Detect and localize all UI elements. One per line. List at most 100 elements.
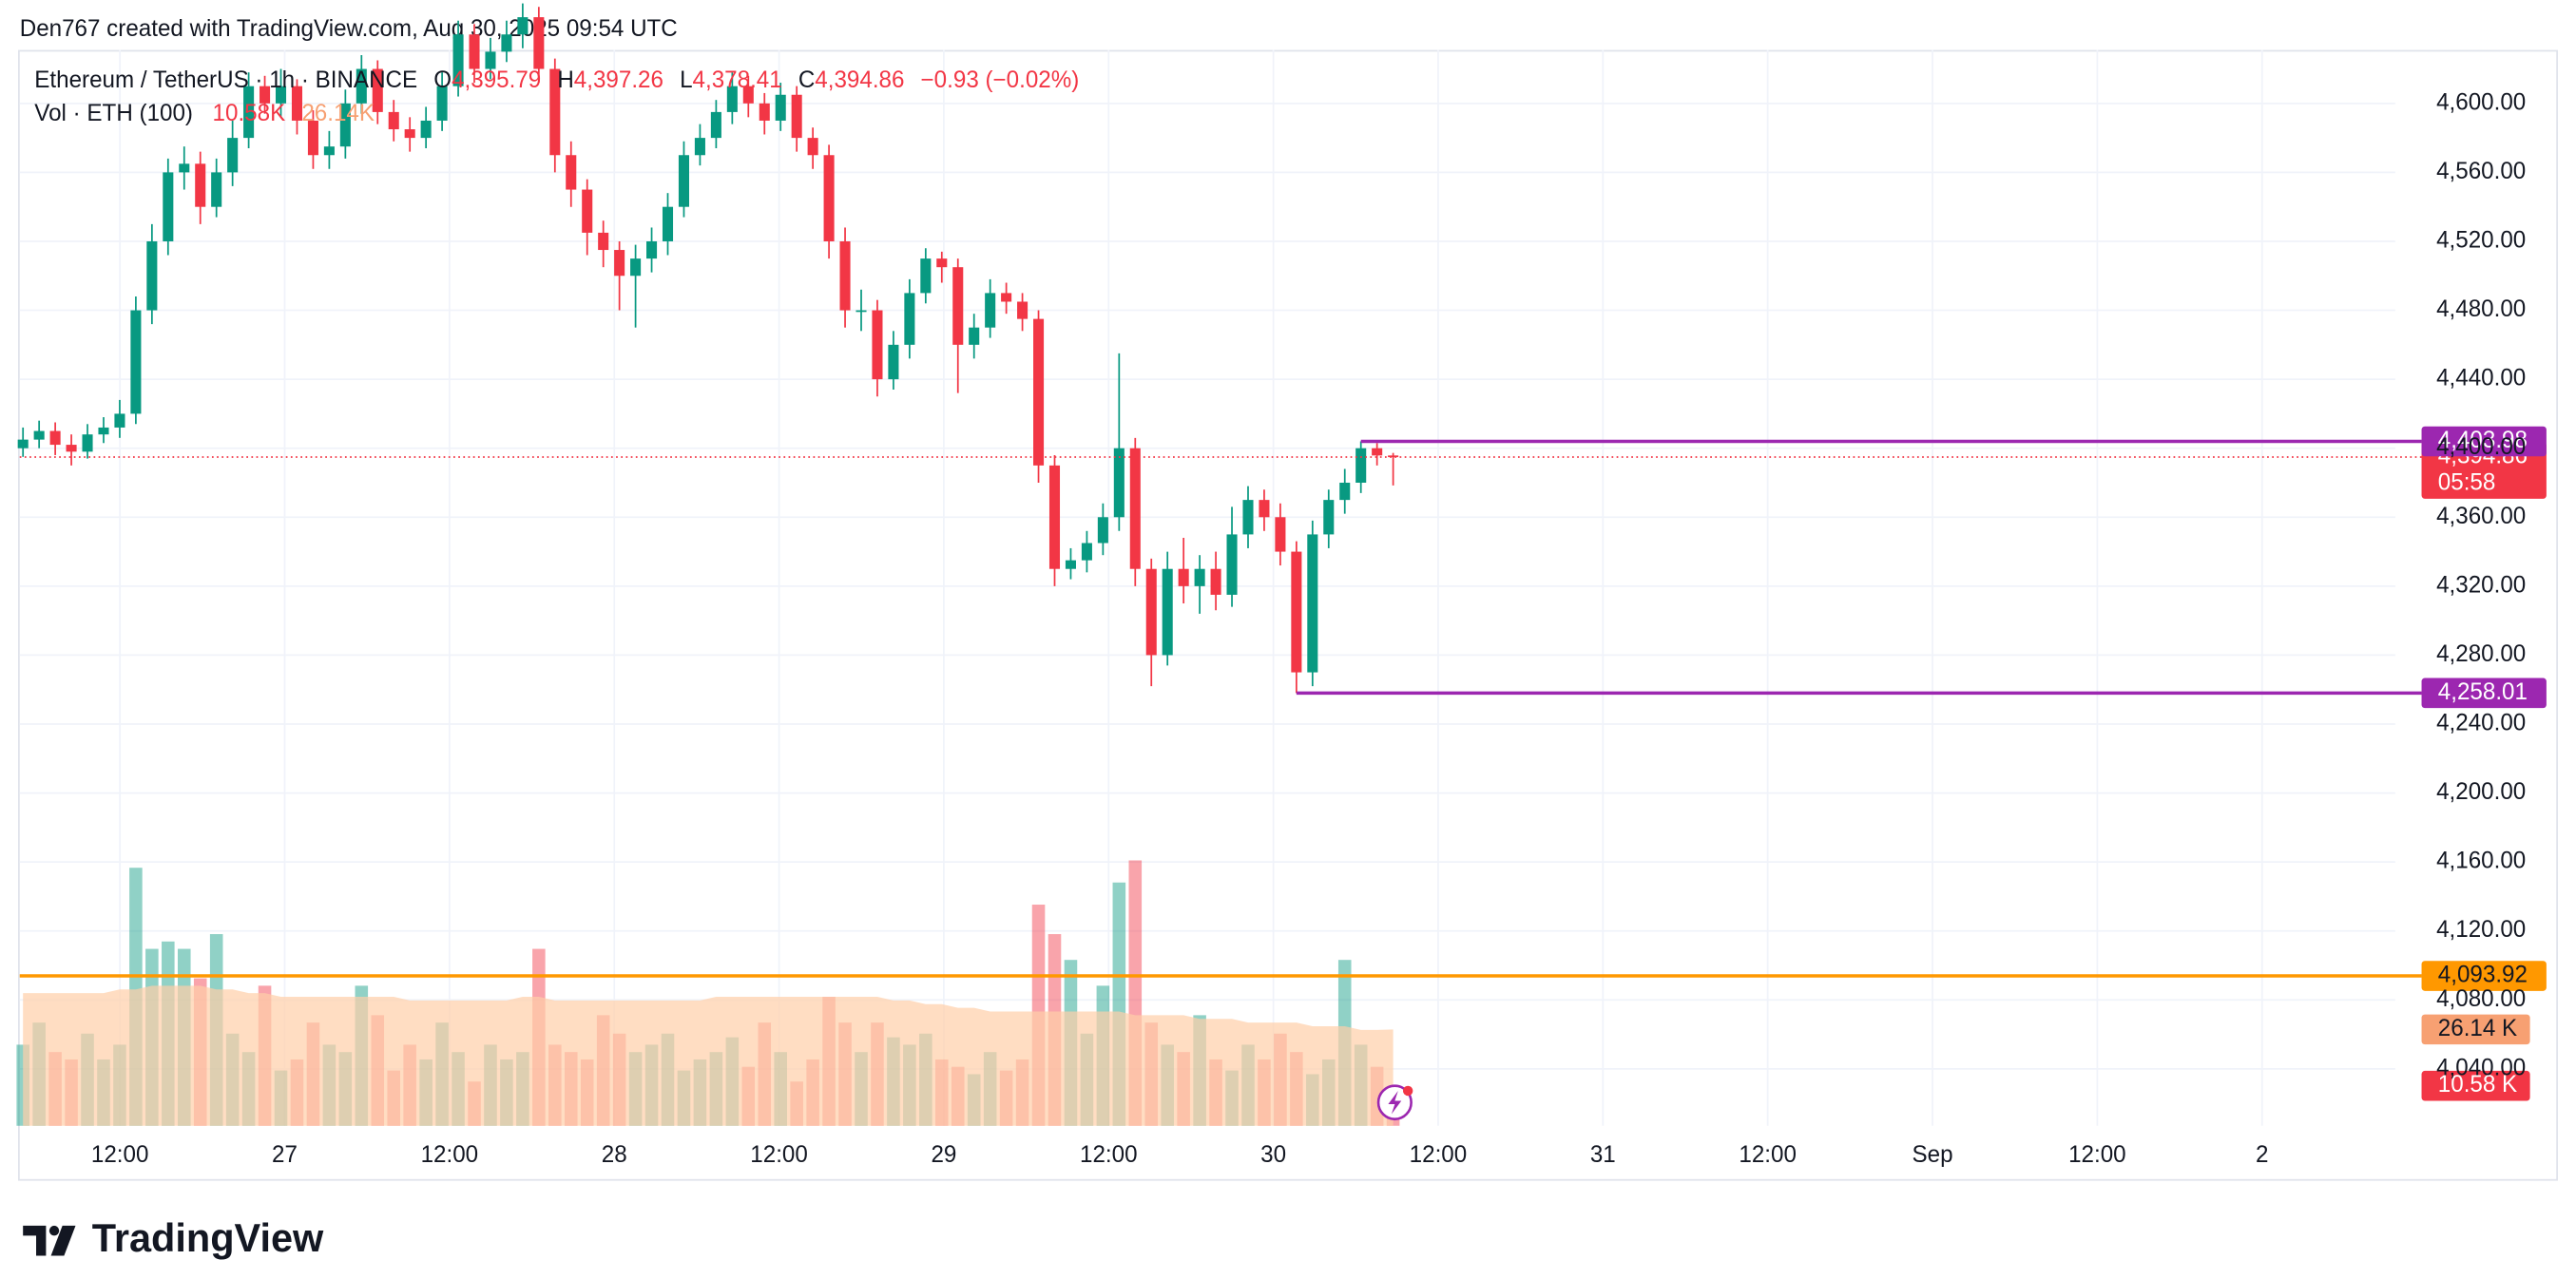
candle-body [291,86,303,121]
candle-body [1226,534,1238,595]
x-tick-label: 27 [272,1142,298,1168]
candle-body [582,189,593,233]
candle-body [388,111,399,130]
candle-body [985,293,996,328]
x-tick-label: 28 [602,1142,627,1168]
candle-body [1291,551,1302,673]
candle-body [49,430,61,446]
y-tick-label: 4,480.00 [2436,296,2526,322]
candle-body [114,413,125,428]
y-tick-label: 4,560.00 [2436,159,2526,184]
replay-icon [1376,1084,1413,1121]
candle-body [146,240,158,311]
candle-body [1048,465,1061,569]
volume-title: Vol · ETH (100) [34,101,193,126]
candle-body [1259,500,1270,518]
candle-body [855,310,867,313]
candle-body [372,68,383,112]
y-tick-label: 4,440.00 [2436,365,2526,391]
candles [17,3,1399,694]
candle-body [936,258,948,268]
level-label: 4,258.01 [2438,679,2528,705]
y-tick-label: 4,040.00 [2436,1055,2526,1080]
candle-body [179,163,190,173]
level-label: 4,093.92 [2438,962,2528,987]
candle-body [1129,448,1141,569]
l-key: L [680,67,692,93]
candle-body [1242,500,1254,535]
volume-pane [16,860,1400,1126]
candle-body [1275,517,1286,552]
candle-body [420,120,432,139]
volume-ma-area [23,985,1394,1126]
y-tick-label: 4,360.00 [2436,504,2526,529]
y-tick-label: 4,200.00 [2436,779,2526,805]
candle-body [614,250,625,277]
level-label: 4,403.98 [2438,428,2528,453]
candle-body [163,172,174,241]
candle-body [646,240,658,259]
candle-body [888,344,899,380]
l-value: 4,378.41 [693,67,782,93]
candle-body [33,430,45,440]
x-tick-label: Sep [1912,1142,1952,1168]
candle-body [243,86,255,139]
candle-body [904,293,915,345]
x-tick-label: 2 [2256,1142,2268,1168]
legend: Ethereum / TetherUS · 1h · BINANCE O4,39… [34,67,1079,93]
symbol: Ethereum / TetherUS · 1h · BINANCE [34,67,417,93]
candle-body [307,120,318,156]
x-tick-label: 12:00 [750,1142,808,1168]
level-box [2421,426,2547,457]
candle-body [98,427,109,435]
x-tick-label: 12:00 [1080,1142,1138,1168]
y-tick-label: 4,160.00 [2436,848,2526,873]
levels: 4,394.8605:584,403.984,258.014,093.9226.… [19,426,2547,1101]
o-key: O [433,67,452,93]
h-key: H [557,67,573,93]
candle-body [630,258,642,277]
candle-body [839,240,851,311]
candle-body [275,86,287,104]
candle-body [1355,448,1367,483]
candle-body [533,17,545,69]
candle-body [710,111,721,139]
o-value: 4,395.79 [452,67,541,93]
candle-body [17,439,29,449]
volume-ma-box [2421,1014,2530,1045]
candle-body [436,86,448,121]
candle-body [1097,517,1108,544]
candle-body [1372,448,1383,456]
brand: TradingView [92,1215,324,1260]
x-tick-label: 12:00 [91,1142,149,1168]
candle-body [1388,455,1399,458]
candle-body [260,86,271,104]
level-box [2421,678,2547,709]
candle-body [1081,543,1092,561]
volume-ma-value: 26.14K [301,101,375,126]
candle-body [1210,568,1221,595]
candle-body [1339,482,1351,501]
candle-body [775,94,786,121]
candle-body [726,86,738,112]
grid [19,49,2395,1126]
candle-body [678,155,689,207]
candle-body [1001,293,1012,302]
y-tick-label: 4,280.00 [2436,641,2526,667]
y-tick-label: 4,120.00 [2436,917,2526,943]
candle-body [952,267,964,345]
candle-body [469,34,480,69]
candle-body [130,310,142,414]
candle-body [339,103,351,147]
candle-body [66,445,77,452]
candle-body [807,138,818,156]
volume-box [2421,1070,2530,1101]
candle-body [566,155,577,190]
x-tick-label: 12:00 [421,1142,479,1168]
y-tick-label: 4,320.00 [2436,572,2526,598]
candle-body [1113,448,1125,518]
candle-body [227,138,239,173]
candle-body [1017,301,1028,319]
candle-body [501,34,512,52]
